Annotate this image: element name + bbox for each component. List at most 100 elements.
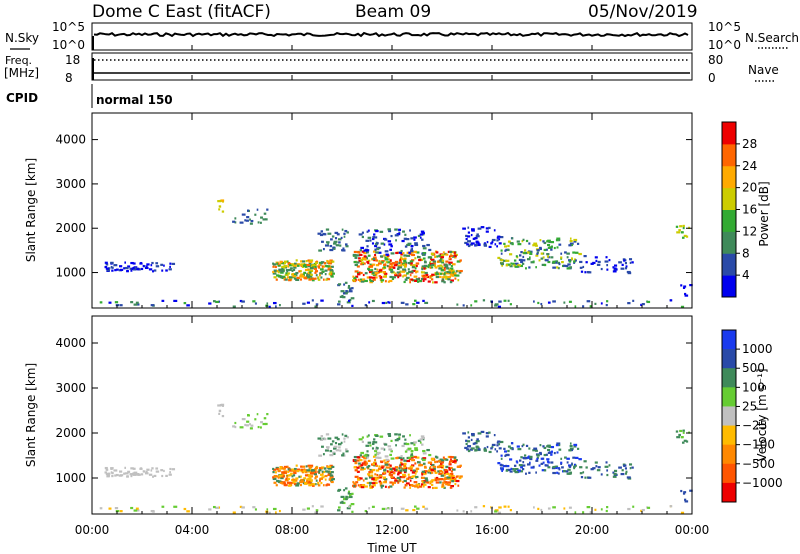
echo-cell <box>132 473 137 476</box>
echo-cell <box>364 304 368 307</box>
echo-cell <box>373 441 378 444</box>
echo-cell <box>422 485 425 488</box>
echo-cell <box>146 468 150 471</box>
echo-cell <box>375 259 378 262</box>
echo-cell <box>405 442 410 446</box>
echo-cell <box>291 468 295 471</box>
echo-cell <box>449 486 453 489</box>
echo-cell <box>629 258 633 261</box>
echo-cell <box>447 275 452 279</box>
echo-cell <box>422 247 427 250</box>
echo-cell <box>629 467 632 470</box>
echo-cell <box>680 511 685 514</box>
echo-cell <box>681 441 685 444</box>
echo-cell <box>486 445 489 449</box>
echo-cell <box>647 506 651 509</box>
echo-cell <box>464 241 468 245</box>
echo-cell <box>344 434 348 437</box>
echo-cell <box>555 466 558 470</box>
echo-cell <box>422 457 427 460</box>
echo-cell <box>333 452 336 456</box>
echo-cell <box>453 251 456 254</box>
echo-cell <box>351 510 354 513</box>
echo-cell <box>131 473 133 476</box>
echo-cell <box>456 260 461 263</box>
freq-right-tick-top: 80 <box>708 53 723 67</box>
echo-cell <box>301 480 305 483</box>
echo-cell <box>330 274 334 277</box>
echo-cell <box>402 252 405 255</box>
echo-cell <box>324 269 328 272</box>
echo-cell <box>443 477 446 480</box>
echo-cell <box>130 269 133 272</box>
echo-cell <box>533 300 535 303</box>
echo-cell <box>569 471 573 474</box>
echo-cell <box>430 263 435 266</box>
echo-cell <box>422 505 425 508</box>
echo-cell <box>543 453 547 457</box>
echo-cell <box>444 473 446 476</box>
echo-cell <box>318 471 321 474</box>
echo-cell <box>360 464 364 467</box>
echo-cell <box>208 508 212 511</box>
echo-cell <box>306 469 310 472</box>
echo-cell <box>467 240 471 243</box>
echo-cell <box>415 270 419 273</box>
echo-cell <box>330 238 333 241</box>
echo-cell <box>364 485 368 488</box>
echo-cell <box>462 304 465 307</box>
echo-cell <box>296 468 301 471</box>
echo-cell <box>132 472 136 475</box>
echo-cell <box>315 263 317 266</box>
echo-cell <box>256 208 259 211</box>
echo-cell <box>557 467 561 470</box>
echo-cell <box>640 509 642 512</box>
echo-cell <box>526 258 531 261</box>
echo-cell <box>449 455 453 459</box>
echo-cell <box>372 273 376 276</box>
echo-cell <box>391 483 395 486</box>
echo-cell <box>680 489 683 493</box>
x-tick-label: 00:00 <box>675 523 710 537</box>
echo-cell <box>491 240 494 243</box>
echo-cell <box>518 254 522 257</box>
echo-cell <box>263 212 267 215</box>
echo-cell <box>403 280 406 284</box>
echo-cell <box>678 433 681 437</box>
echo-cell <box>390 439 393 443</box>
echo-cell <box>498 238 501 241</box>
echo-cell <box>398 433 402 436</box>
echo-cell <box>318 274 321 277</box>
echo-cell <box>368 301 371 304</box>
echo-cell <box>535 254 539 257</box>
echo-cell <box>497 305 502 308</box>
echo-cell <box>324 264 328 268</box>
echo-cell <box>613 469 618 473</box>
echo-cell <box>396 271 401 274</box>
echo-cell <box>509 265 513 268</box>
echo-cell <box>353 482 357 485</box>
echo-cell <box>130 467 134 470</box>
echo-cell <box>360 258 364 262</box>
echo-cell <box>397 276 400 279</box>
echo-cell <box>540 457 544 460</box>
echo-cell <box>268 305 271 308</box>
echo-cell <box>302 302 306 305</box>
echo-cell <box>308 278 312 281</box>
echo-cell <box>300 478 305 482</box>
echo-cell <box>111 266 114 269</box>
echo-cell <box>530 261 535 264</box>
echo-cell <box>605 461 608 464</box>
echo-cell <box>449 281 453 284</box>
echo-cell <box>288 279 292 282</box>
echo-cell <box>281 471 284 474</box>
echo-cell <box>134 266 137 270</box>
echo-cell <box>420 464 424 467</box>
echo-cell <box>276 479 280 483</box>
echo-cell <box>283 262 287 265</box>
echo-cell <box>682 226 685 230</box>
echo-cell <box>569 266 573 269</box>
echo-cell <box>625 470 628 473</box>
echo-cell <box>309 467 312 470</box>
